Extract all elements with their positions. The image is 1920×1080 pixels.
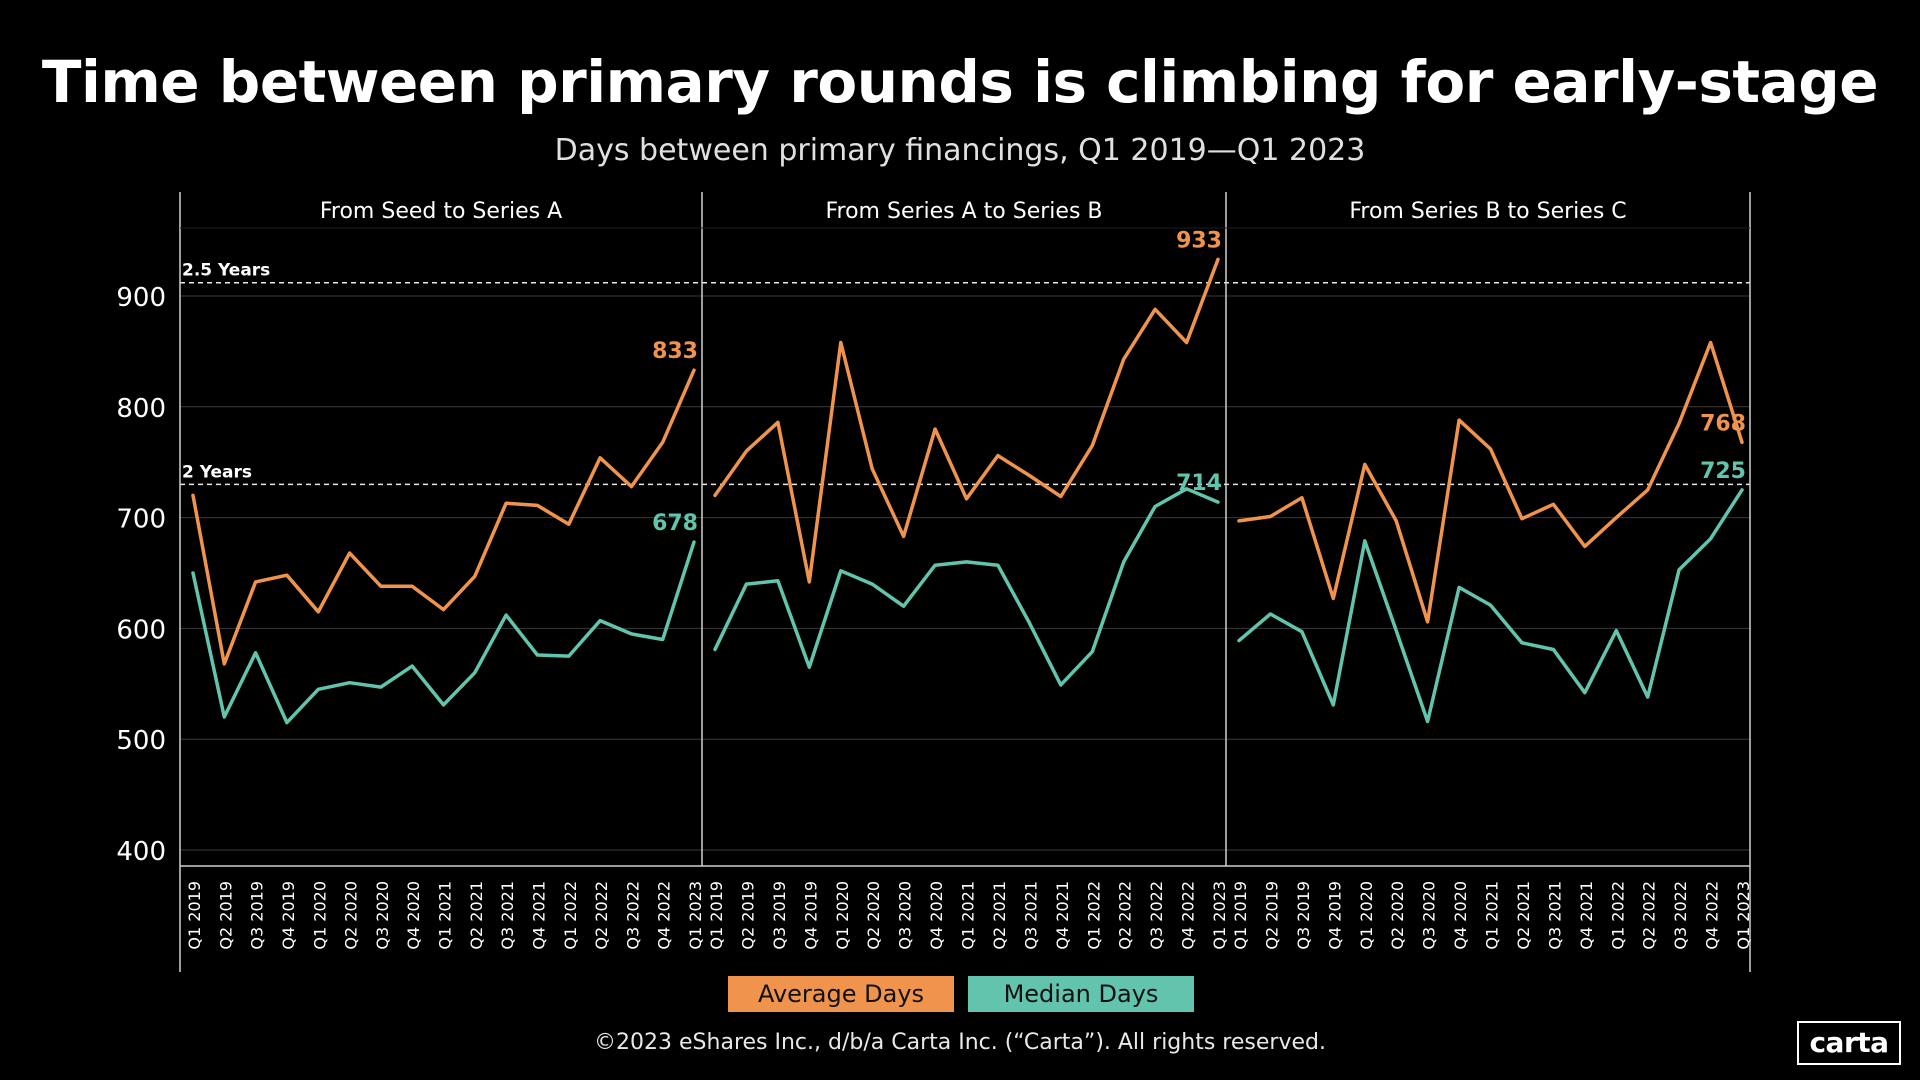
x-tick-label-2-14: Q3 2022 [1671,881,1690,950]
panel-title-2: From Series B to Series C [1349,199,1626,224]
carta-logo: carta [1797,1021,1901,1065]
x-tick-label-2-0: Q1 2019 [1231,881,1250,950]
x-tick-label-1-1: Q2 2019 [738,881,757,950]
x-tick-label-1-11: Q4 2021 [1053,881,1072,950]
x-tick-label-2-2: Q3 2019 [1294,881,1313,950]
x-tick-label-1-14: Q3 2022 [1147,881,1166,950]
y-tick-label-900: 900 [116,283,166,313]
y-tick-label-400: 400 [116,837,166,867]
x-tick-label-1-9: Q2 2021 [990,881,1009,950]
x-tick-label-0-4: Q1 2020 [310,881,329,950]
end-label-median-2: 725 [1700,459,1746,484]
end-label-median-1: 714 [1176,471,1222,496]
x-tick-label-1-5: Q2 2020 [864,881,883,950]
panel-title-1: From Series A to Series B [825,199,1102,224]
x-tick-label-2-4: Q1 2020 [1357,881,1376,950]
copyright-footer: ©2023 eShares Inc., d/b/a Carta Inc. (“C… [594,1030,1326,1055]
reference-label-0: 2.5 Years [182,261,270,281]
x-tick-label-1-7: Q4 2020 [927,881,946,950]
x-tick-label-0-3: Q4 2019 [279,881,298,950]
x-tick-label-1-15: Q4 2022 [1179,881,1198,950]
x-tick-label-0-12: Q1 2022 [561,881,580,950]
x-tick-label-2-15: Q4 2022 [1703,881,1722,950]
x-tick-label-2-3: Q4 2019 [1325,881,1344,950]
legend: Average Days Median Days [728,976,1194,1012]
x-tick-label-0-0: Q1 2019 [185,881,204,950]
legend-average-days: Average Days [728,976,954,1012]
x-tick-label-1-16: Q1 2023 [1210,881,1229,950]
x-tick-label-0-5: Q2 2020 [342,881,361,950]
x-tick-label-0-8: Q1 2021 [436,881,455,950]
series-line-average-1 [713,257,1220,584]
series-line-average-0 [191,368,696,666]
x-tick-label-0-2: Q3 2019 [248,881,267,950]
x-tick-label-1-2: Q3 2019 [770,881,789,950]
x-tick-label-1-0: Q1 2019 [707,881,726,950]
y-tick-label-500: 500 [116,726,166,756]
x-tick-label-1-13: Q2 2022 [1116,881,1135,950]
x-tick-label-0-15: Q4 2022 [655,881,674,950]
end-label-average-0: 833 [652,339,698,364]
series-line-average-2 [1237,340,1744,624]
legend-median-days: Median Days [968,976,1194,1012]
x-tick-label-0-14: Q3 2022 [623,881,642,950]
y-tick-label-800: 800 [116,394,166,424]
x-tick-label-2-9: Q2 2021 [1514,881,1533,950]
series-line-median-1 [713,487,1220,687]
x-tick-label-0-9: Q2 2021 [467,881,486,950]
x-tick-label-2-11: Q4 2021 [1577,881,1596,950]
x-tick-label-1-12: Q1 2022 [1084,881,1103,950]
chart-title: Time between primary rounds is climbing … [41,48,1879,116]
x-tick-label-2-5: Q2 2020 [1388,881,1407,950]
series-line-median-0 [191,540,696,725]
panel-title-0: From Seed to Series A [320,199,562,224]
x-tick-label-1-6: Q3 2020 [896,881,915,950]
end-label-average-1: 933 [1176,228,1222,253]
x-tick-label-1-4: Q1 2020 [833,881,852,950]
x-tick-label-2-8: Q1 2021 [1483,881,1502,950]
x-tick-label-2-6: Q3 2020 [1420,881,1439,950]
x-tick-label-1-10: Q3 2021 [1021,881,1040,950]
x-tick-label-0-13: Q2 2022 [592,881,611,950]
reference-label-1: 2 Years [182,462,252,482]
x-tick-label-2-10: Q3 2021 [1545,881,1564,950]
x-tick-label-2-7: Q4 2020 [1451,881,1470,950]
x-tick-label-2-16: Q1 2023 [1734,881,1753,950]
x-tick-label-2-12: Q1 2022 [1608,881,1627,950]
series-line-median-2 [1237,488,1744,724]
end-label-average-2: 768 [1700,411,1746,436]
chart-subtitle: Days between primary financings, Q1 2019… [554,133,1366,168]
y-tick-label-600: 600 [116,615,166,645]
x-tick-label-1-3: Q4 2019 [801,881,820,950]
x-tick-label-0-16: Q1 2023 [686,881,705,950]
x-tick-label-2-13: Q2 2022 [1640,881,1659,950]
y-tick-label-700: 700 [116,505,166,535]
end-label-median-0: 678 [652,511,698,536]
x-tick-label-0-11: Q4 2021 [529,881,548,950]
x-tick-label-2-1: Q2 2019 [1262,881,1281,950]
x-tick-label-1-8: Q1 2021 [959,881,978,950]
x-tick-label-0-1: Q2 2019 [216,881,235,950]
x-tick-label-0-6: Q3 2020 [373,881,392,950]
x-tick-label-0-7: Q4 2020 [404,881,423,950]
x-tick-label-0-10: Q3 2021 [498,881,517,950]
